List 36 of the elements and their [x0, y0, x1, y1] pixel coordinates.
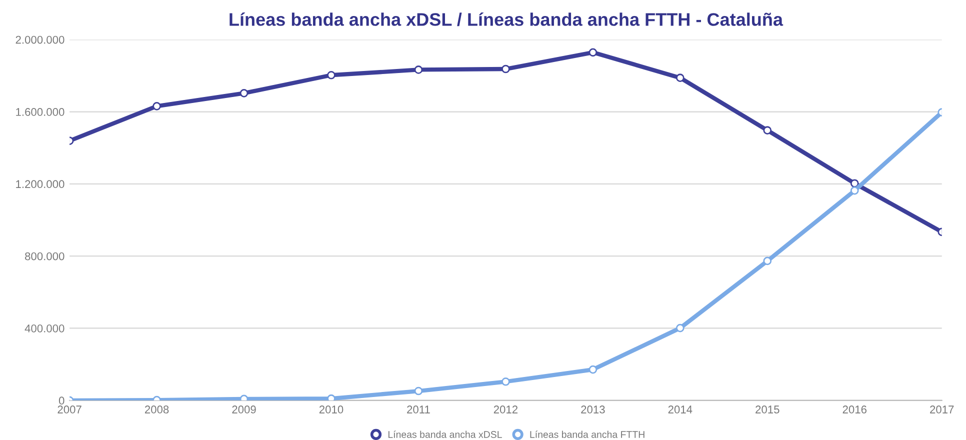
point	[850, 179, 859, 188]
point	[414, 386, 423, 396]
x-tick-label: 2013	[581, 406, 605, 414]
x-tick-label: 2015	[756, 406, 780, 414]
x-tick-label: 2017	[930, 406, 954, 414]
point	[588, 365, 598, 374]
point	[502, 377, 510, 386]
x-tick-label: 2007	[58, 406, 82, 414]
point	[676, 74, 684, 82]
legend-label: Líneas banda ancha xDSL	[388, 430, 502, 438]
legend-label: Líneas banda ancha FTTH	[530, 430, 644, 438]
x-tick-label: 2012	[494, 406, 518, 414]
y-tick-label: 1.200.000	[16, 180, 64, 188]
y-tick-label: 400.000	[24, 324, 64, 332]
point	[588, 48, 598, 57]
point	[850, 186, 859, 195]
point	[676, 324, 684, 332]
y-tick-label: 0	[58, 396, 64, 405]
x-tick-label: 2010	[319, 406, 344, 414]
point	[240, 89, 248, 98]
x-tick-label: 2016	[842, 406, 866, 414]
y-tick-label: 1.600.000	[16, 108, 64, 116]
point	[152, 102, 161, 110]
y-tick-label: 800.000	[25, 252, 64, 260]
point	[763, 256, 772, 266]
x-tick-label: 2008	[144, 406, 169, 414]
point	[414, 66, 423, 74]
point	[763, 126, 772, 135]
y-tick-label: 2.000.000	[16, 36, 64, 44]
point	[327, 70, 336, 80]
point	[327, 394, 336, 400]
x-tick-label: 2014	[668, 406, 692, 414]
x-tick-label: 2011	[407, 406, 430, 414]
point	[502, 64, 510, 74]
x-tick-label: 2009	[232, 406, 256, 414]
chart-title: Líneas banda ancha xDSL / Líneas banda ancha FTTH - Cataluña	[230, 12, 784, 26]
